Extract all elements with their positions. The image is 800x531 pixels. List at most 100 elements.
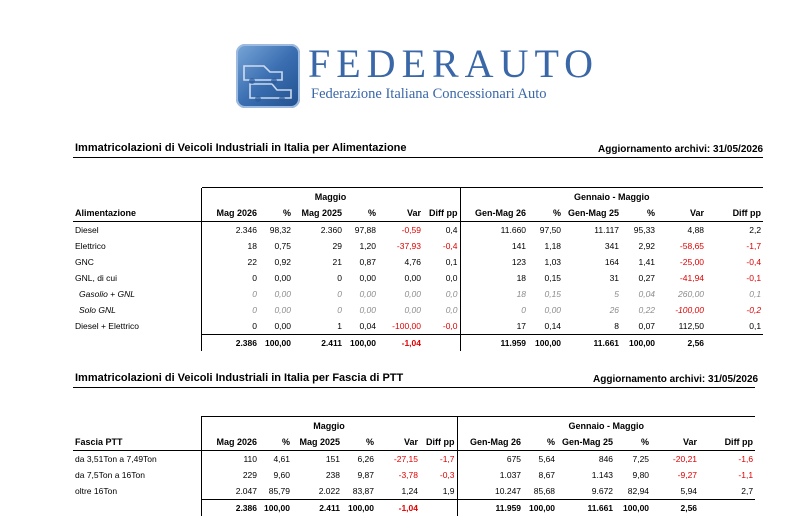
header-col-diff-pp: Diff pp bbox=[420, 434, 458, 451]
table-cell: 123 bbox=[459, 254, 529, 270]
table-cell: 83,87 bbox=[352, 486, 374, 496]
table-cell: 4,76 bbox=[404, 257, 421, 267]
table-cell: 0,07 bbox=[638, 321, 656, 331]
header-col-mese-precedente: Mag 2025 bbox=[293, 205, 344, 222]
table-cell: 0,00 bbox=[359, 289, 376, 299]
total-cell bbox=[420, 499, 458, 516]
table-cell: 0,00 bbox=[274, 305, 291, 315]
header-col-diff-pp: Diff pp bbox=[706, 205, 764, 222]
total-cell: 100,00 bbox=[621, 334, 658, 351]
table-row: Solo GNL 0 0,00 0 0,00 0,00 0,0 0 0,00 26 0,22 -100… bbox=[73, 302, 763, 318]
total-cell: -1,04 bbox=[378, 334, 423, 351]
table-cell: 141 bbox=[459, 238, 529, 254]
table-cell: 164 bbox=[604, 257, 620, 267]
table-cell: 10.247 bbox=[456, 483, 524, 500]
header-col-ytd-precedente: Gen-Mag 25 bbox=[557, 434, 616, 451]
total-cell: 100,00 bbox=[259, 499, 292, 516]
table-row: Diesel + Elettrico 0 0,00 1 0,04 -100,00 -0,0 1… bbox=[73, 318, 763, 335]
total-cell: 100,00 bbox=[259, 334, 293, 351]
table-cell: 151 bbox=[325, 454, 340, 464]
table-cell: 238 bbox=[325, 470, 340, 480]
table-cell: 0,87 bbox=[359, 257, 376, 267]
table-cell: -0,2 bbox=[746, 305, 762, 315]
table-cell: 6,26 bbox=[357, 454, 374, 464]
table-cell: 110 bbox=[200, 450, 259, 467]
header-col-pct: % bbox=[342, 434, 376, 451]
row-label: da 3,51Ton a 7,49Ton bbox=[75, 454, 157, 464]
table-cell: 341 bbox=[604, 241, 620, 251]
header-col-label: Alimentazione bbox=[73, 205, 201, 222]
table-cell: 4,61 bbox=[273, 454, 290, 464]
table-cell: 1,03 bbox=[544, 257, 562, 267]
table-cell: 9,60 bbox=[273, 470, 290, 480]
table-cell: 1 bbox=[337, 321, 342, 331]
table-cell: 1,18 bbox=[544, 241, 562, 251]
table-cell: 85,79 bbox=[268, 486, 290, 496]
header-col-mese-precedente: Mag 2025 bbox=[292, 434, 342, 451]
table-cell: 0,00 bbox=[544, 305, 562, 315]
table-row: GNC 22 0,92 21 0,87 4,76 0,1 123 1,03 164 1,41 -25,… bbox=[73, 254, 763, 270]
table-cell: 11.117 bbox=[594, 225, 620, 235]
table-cell: -0,0 bbox=[442, 321, 458, 331]
table-cell: -100,00 bbox=[675, 305, 705, 315]
table-cell: 5,94 bbox=[680, 486, 698, 496]
table-cell: -3,78 bbox=[398, 470, 418, 480]
table-cell: 2,92 bbox=[638, 241, 656, 251]
header-col-diff-pp: Diff pp bbox=[699, 434, 756, 451]
table-cell: 29 bbox=[332, 241, 342, 251]
table-cell: 0,04 bbox=[359, 321, 376, 331]
table-cell: 98,32 bbox=[269, 225, 291, 235]
row-label: da 7,5Ton a 16Ton bbox=[75, 470, 145, 480]
table-cell: 0,0 bbox=[445, 273, 458, 283]
brand-subtitle: Federazione Italiana Concessionari Auto bbox=[311, 86, 547, 102]
section2-title-rule bbox=[73, 387, 755, 388]
table-cell: 18 bbox=[459, 270, 529, 286]
table-cell: 0,00 bbox=[404, 305, 421, 315]
total-cell: 2.386 bbox=[200, 334, 259, 351]
header-col-diff-pp: Diff pp bbox=[423, 205, 461, 222]
header-col-pct: % bbox=[615, 434, 652, 451]
table-cell: -25,00 bbox=[679, 257, 705, 267]
table-cell: -9,27 bbox=[677, 470, 698, 480]
section1-title: Immatricolazioni di Veicoli Industriali … bbox=[75, 142, 407, 154]
header-col-pct: % bbox=[528, 205, 564, 222]
table-cell: 2.346 bbox=[200, 221, 259, 238]
table-cell: 846 bbox=[598, 454, 614, 464]
total-cell: 2.411 bbox=[292, 499, 342, 516]
table-cell: -1,6 bbox=[738, 454, 754, 464]
header-col-pct: % bbox=[259, 205, 293, 222]
table-cell: 5,64 bbox=[538, 454, 556, 464]
table-cell: 0,00 bbox=[274, 273, 291, 283]
table-row: oltre 16Ton 2.047 85,79 2.022 83,87 1,24 1,9 10… bbox=[73, 483, 755, 500]
table-cell: 26 bbox=[609, 305, 620, 315]
table-cell: 1.143 bbox=[591, 470, 614, 480]
table-cell: 0 bbox=[200, 270, 259, 286]
table-row: GNL, di cui 0 0,00 0 0,00 0,00 0,0 18 0,15 31 0,27… bbox=[73, 270, 763, 286]
table-cell: 229 bbox=[200, 467, 259, 483]
row-label: Elettrico bbox=[75, 241, 106, 251]
table-cell: 0,27 bbox=[638, 273, 656, 283]
total-cell: 2.411 bbox=[293, 334, 344, 351]
header-col-label: Fascia PTT bbox=[73, 434, 201, 451]
total-cell: 100,00 bbox=[344, 334, 378, 351]
table-cell: 0 bbox=[200, 286, 259, 302]
row-label bbox=[73, 335, 201, 352]
total-cell bbox=[699, 499, 756, 516]
federauto-logo-icon bbox=[236, 44, 300, 108]
alimentazione-table: Maggio Gennaio - Maggio Alimentazione Mag… bbox=[73, 187, 764, 352]
header-col-pct: % bbox=[259, 434, 292, 451]
total-cell: 100,00 bbox=[615, 499, 652, 516]
table-cell: -37,93 bbox=[396, 241, 421, 251]
table-cell: -27,15 bbox=[393, 454, 418, 464]
table-row: Gasolio + GNL 0 0,00 0 0,00 0,00 0,0 18 0,15 5 0,0… bbox=[73, 286, 763, 302]
table-cell: 0,1 bbox=[749, 321, 762, 331]
table-cell: -1,1 bbox=[738, 470, 754, 480]
table-cell: 1,9 bbox=[442, 486, 455, 496]
row-label: Solo GNL bbox=[79, 305, 116, 315]
row-label bbox=[73, 500, 201, 517]
table-cell: 7,25 bbox=[632, 454, 650, 464]
header-col-var: Var bbox=[651, 434, 700, 451]
table-cell: 0 bbox=[337, 273, 342, 283]
table-row: Elettrico 18 0,75 29 1,20 -37,93 -0,4 141 1,18 34… bbox=[73, 238, 763, 254]
table-cell: 1.037 bbox=[456, 467, 524, 483]
